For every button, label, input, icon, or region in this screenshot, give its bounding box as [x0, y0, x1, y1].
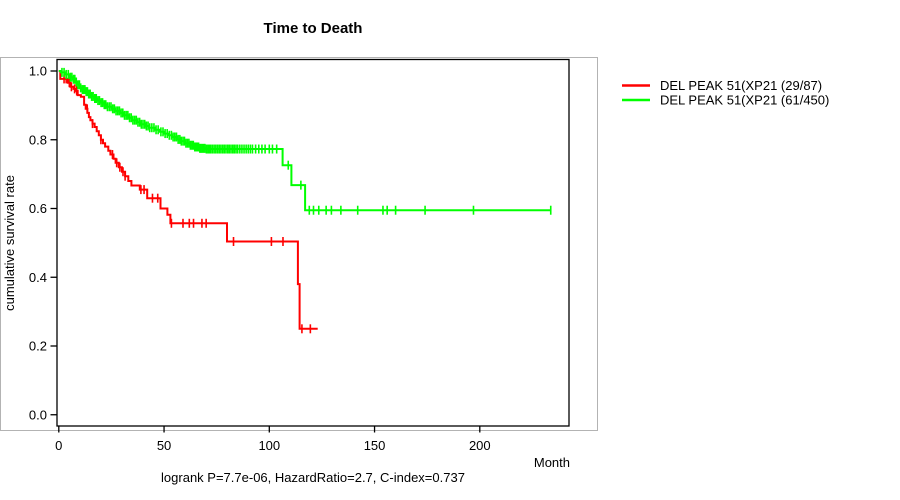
- y-tick-label: 1.0: [29, 64, 47, 79]
- panel-frame: [0, 57, 598, 431]
- survival-curves: [58, 67, 552, 334]
- y-tick-label: 0.4: [29, 270, 47, 285]
- x-tick-label: 50: [157, 438, 171, 453]
- legend: DEL PEAK 51(XP21 (29/87) DEL PEAK 51(XP2…: [622, 78, 829, 108]
- x-tick-label: 150: [364, 438, 386, 453]
- x-tick-label: 200: [469, 438, 491, 453]
- legend-label-green: DEL PEAK 51(XP21 (61/450): [660, 93, 829, 108]
- x-axis-label: Month: [534, 455, 570, 470]
- survival-curve-green: [58, 70, 551, 212]
- y-tick-label: 0.6: [29, 201, 47, 216]
- y-axis-label: cumulative survival rate: [2, 175, 17, 311]
- chart-title: Time to Death: [264, 20, 363, 37]
- x-tick-label: 0: [55, 438, 62, 453]
- axes: 0 50 100 150 200 0.0 0.2 0.4 0.6 0.8 1.0: [29, 64, 491, 454]
- plot-box: [56, 58, 570, 427]
- y-tick-label: 0.2: [29, 339, 47, 354]
- y-tick-label: 0.8: [29, 132, 47, 147]
- survival-curve-red: [58, 70, 318, 330]
- stats-annotation: logrank P=7.7e-06, HazardRatio=2.7, C-in…: [161, 470, 465, 485]
- y-tick-label: 0.0: [29, 407, 47, 422]
- legend-label-red: DEL PEAK 51(XP21 (29/87): [660, 78, 822, 93]
- x-tick-label: 100: [258, 438, 280, 453]
